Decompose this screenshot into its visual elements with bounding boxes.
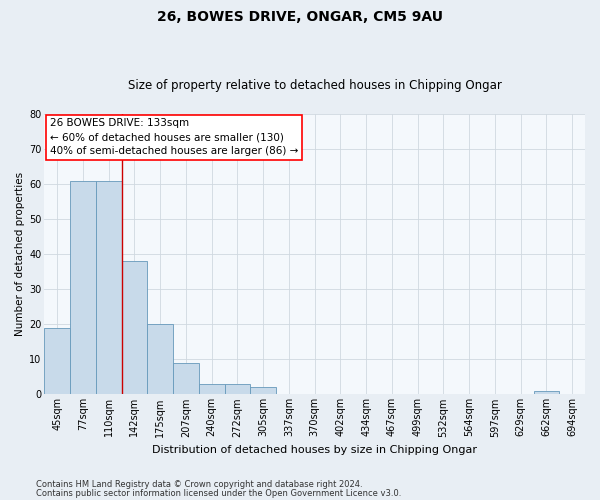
Y-axis label: Number of detached properties: Number of detached properties — [15, 172, 25, 336]
Bar — [122, 261, 148, 394]
Bar — [148, 324, 173, 394]
Text: Contains HM Land Registry data © Crown copyright and database right 2024.: Contains HM Land Registry data © Crown c… — [36, 480, 362, 489]
Bar — [199, 384, 224, 394]
Bar — [96, 180, 122, 394]
Text: Contains public sector information licensed under the Open Government Licence v3: Contains public sector information licen… — [36, 489, 401, 498]
Bar — [70, 180, 96, 394]
Bar — [224, 384, 250, 394]
Bar — [44, 328, 70, 394]
Bar — [533, 391, 559, 394]
Bar — [173, 363, 199, 394]
Bar — [250, 388, 276, 394]
Text: 26, BOWES DRIVE, ONGAR, CM5 9AU: 26, BOWES DRIVE, ONGAR, CM5 9AU — [157, 10, 443, 24]
Title: Size of property relative to detached houses in Chipping Ongar: Size of property relative to detached ho… — [128, 79, 502, 92]
X-axis label: Distribution of detached houses by size in Chipping Ongar: Distribution of detached houses by size … — [152, 445, 477, 455]
Text: 26 BOWES DRIVE: 133sqm
← 60% of detached houses are smaller (130)
40% of semi-de: 26 BOWES DRIVE: 133sqm ← 60% of detached… — [50, 118, 298, 156]
